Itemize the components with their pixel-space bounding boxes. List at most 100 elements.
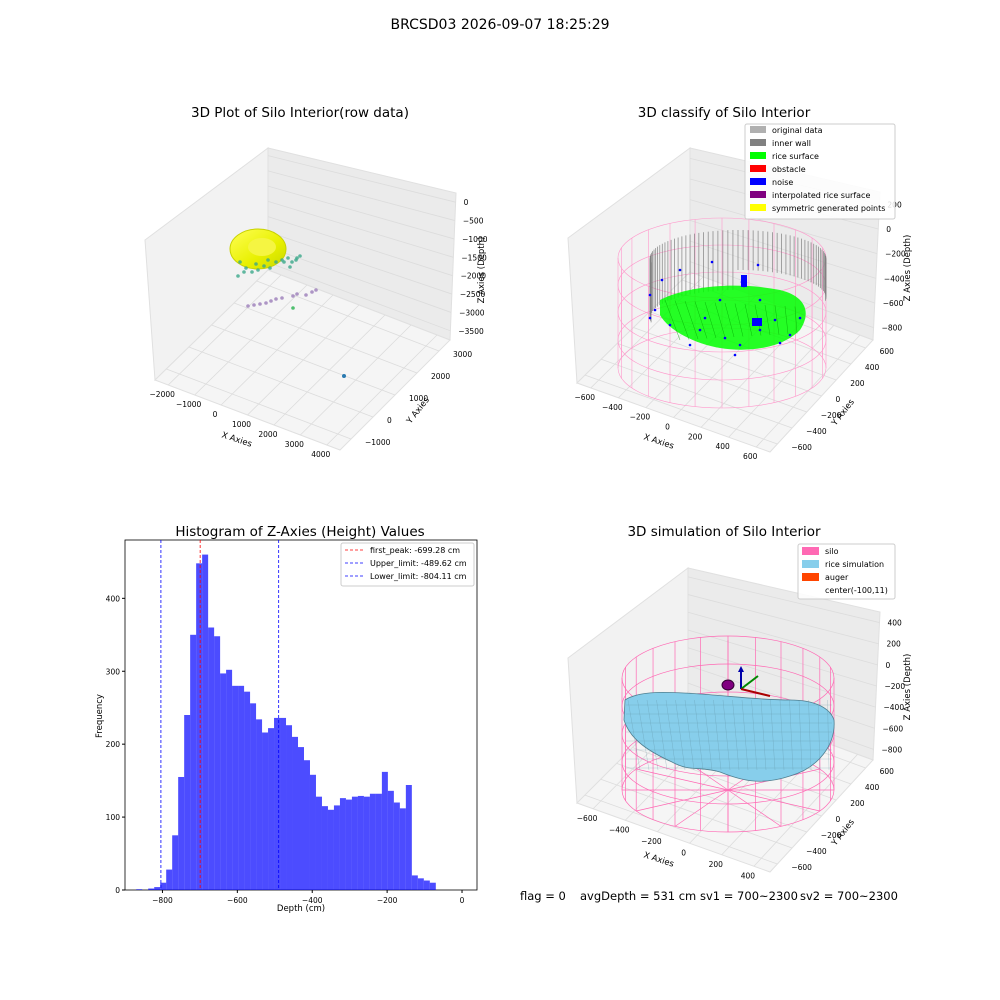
grid-line: [689, 219, 877, 279]
raw-point: [286, 256, 290, 260]
z-tick-label: −600: [883, 299, 904, 308]
rice-mesh-line: [722, 699, 731, 771]
legend-label: obstacle: [772, 165, 806, 174]
raw-point: [298, 254, 302, 258]
histogram-bar: [399, 808, 406, 890]
rice-mesh-line: [779, 699, 785, 771]
y-tick-label: 400: [865, 363, 880, 372]
grid-line: [689, 199, 878, 255]
noise-point: [738, 343, 742, 347]
x-tick-label: 600: [743, 452, 758, 461]
histogram-bar: [232, 685, 239, 890]
legend-label: Upper_limit: -489.62 cm: [370, 559, 467, 568]
x-tick-label: −400: [602, 403, 623, 412]
z-tick-label: −1500: [461, 253, 487, 262]
y-tick-label: −400: [806, 847, 827, 856]
raw-point: [246, 304, 250, 308]
legend-label: Lower_limit: -804.11 cm: [370, 572, 467, 581]
histogram-bar: [256, 719, 263, 890]
y-tick-label: 200: [850, 379, 865, 388]
rice-mesh: [694, 301, 708, 339]
noise-point: [660, 278, 664, 282]
rice-mesh: [704, 301, 717, 339]
y-tick-label: −200: [821, 831, 842, 840]
noise-point: [718, 298, 722, 302]
raw-point: [269, 299, 273, 303]
x-tick-label: 1000: [232, 420, 251, 429]
histogram-title: Histogram of Z-Axies (Height) Values: [175, 524, 424, 540]
x-tick-label: 400: [715, 442, 730, 451]
z-tick-label: −3000: [459, 308, 485, 317]
histogram-bar: [411, 875, 418, 890]
histogram-bar: [226, 669, 233, 890]
x-tick-label: −600: [574, 393, 595, 402]
grid-line: [267, 216, 453, 277]
z-tick-label: 0: [886, 661, 891, 670]
grid-line: [687, 594, 879, 645]
raw-point: [291, 306, 295, 310]
noise-point: [703, 316, 707, 320]
noise-point: [798, 316, 802, 320]
z-tick-label: −3500: [458, 327, 484, 336]
rice-mesh-line: [646, 699, 659, 771]
histogram-bar: [351, 796, 358, 890]
histogram-bar: [202, 554, 209, 890]
y-tick-label: 0: [387, 416, 392, 425]
noise-point: [723, 336, 727, 340]
legend-swatch: [750, 152, 766, 159]
rice-mesh: [724, 302, 735, 338]
noise-point: [648, 293, 652, 297]
raw-point: [274, 297, 278, 301]
y-tick-label: −1000: [365, 438, 391, 447]
y-tick-label: 600: [880, 347, 895, 356]
legend-swatch: [750, 126, 766, 133]
silo-floor-spoke: [727, 789, 782, 827]
histogram-bar: [238, 685, 245, 890]
histogram-bar: [244, 691, 251, 890]
histogram-bar: [220, 673, 227, 890]
y-tick-label: −400: [806, 427, 827, 436]
rice-mesh-line: [817, 699, 821, 771]
x-tick-label: −600: [577, 814, 598, 823]
y-tick-label: 400: [106, 594, 121, 603]
y-tick-label: 100: [106, 813, 121, 822]
noise-point: [648, 316, 652, 320]
histogram-bar: [405, 785, 412, 890]
histogram-bar: [327, 809, 334, 890]
noise-point: [653, 308, 657, 312]
grid-line: [616, 762, 807, 833]
grid-line: [267, 262, 451, 332]
histogram-bar: [345, 799, 352, 890]
z-tick-label: −2500: [460, 290, 486, 299]
rice-mesh: [784, 305, 789, 335]
rice-mesh-line: [675, 699, 686, 771]
simulation-z-axis-label: Z Axies (Depth): [903, 654, 913, 721]
yellow-point-cluster-inner: [248, 238, 276, 256]
histogram-bar: [381, 771, 388, 890]
noise-point: [710, 260, 714, 264]
histogram-bar: [292, 736, 299, 890]
histogram-y-label: Frequency: [95, 694, 105, 738]
x-tick-label: 200: [688, 432, 703, 441]
z-tick-label: 200: [887, 640, 902, 649]
legend-label: first_peak: -699.28 cm: [370, 546, 460, 555]
rice-mesh-line: [827, 699, 830, 771]
raw-point: [342, 374, 346, 378]
raw-point: [236, 274, 240, 278]
noise-point: [778, 341, 782, 345]
raw-point: [304, 293, 308, 297]
noise-cluster: [741, 275, 747, 287]
rice-mesh: [744, 303, 753, 337]
z-tick-label: −500: [463, 217, 484, 226]
raw-point: [252, 303, 256, 307]
x-tick-label: 3000: [285, 440, 304, 449]
legend-label: rice simulation: [825, 560, 884, 569]
noise-point: [758, 328, 762, 332]
rice-mesh-line: [627, 699, 641, 771]
legend-label: silo: [825, 547, 839, 556]
grid-line: [687, 576, 880, 623]
raw-point: [274, 260, 278, 264]
legend-swatch: [750, 204, 766, 211]
histogram-bar: [339, 798, 346, 890]
x-tick-label: −600: [227, 896, 248, 905]
